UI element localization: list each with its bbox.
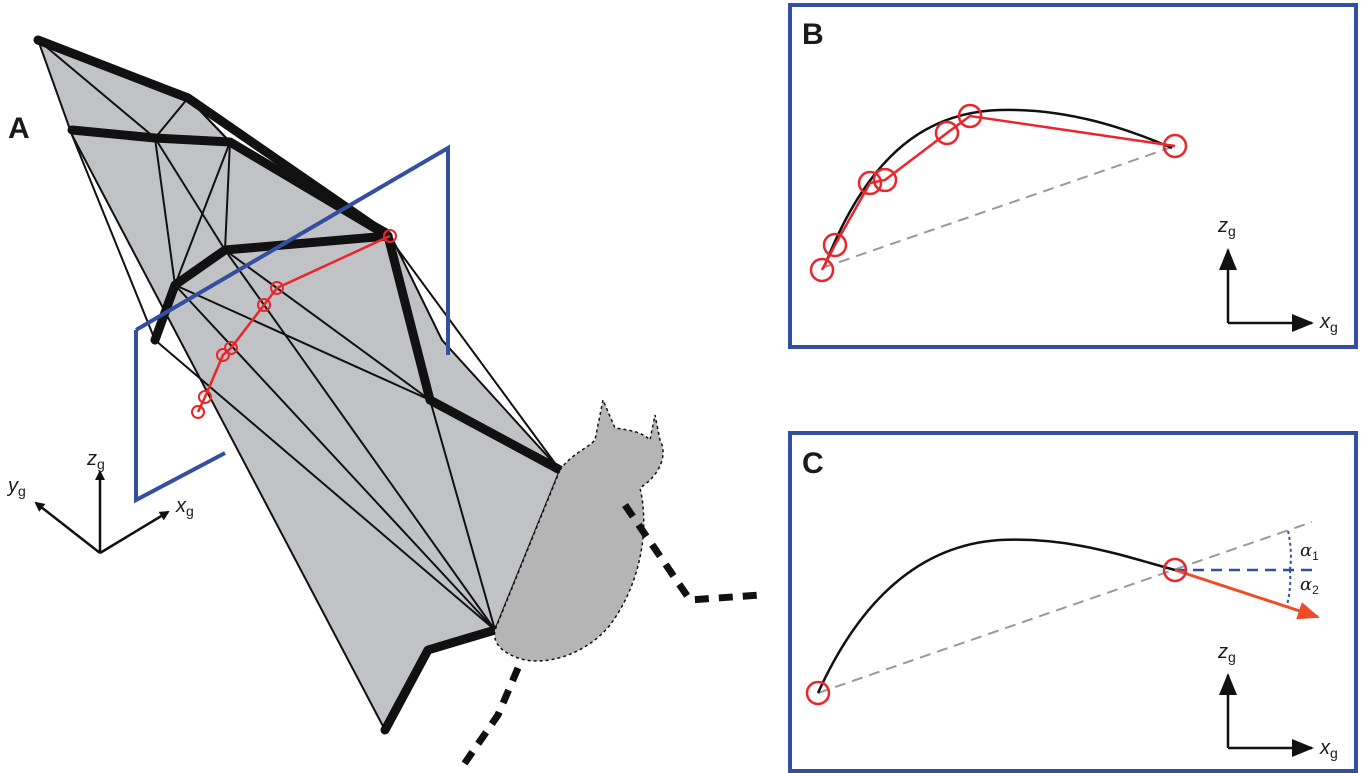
bat-body — [493, 397, 664, 662]
alpha1-arc — [1287, 530, 1292, 571]
alpha1-label: α1 — [1300, 540, 1319, 563]
marker-c-start — [805, 680, 831, 706]
camber-curve-c — [816, 538, 1176, 694]
panel-a-label: A — [8, 112, 30, 145]
panel-a: A — [6, 35, 761, 772]
panel-b-frame — [788, 3, 1358, 349]
z-axis-label-b: zg — [1217, 215, 1236, 239]
axes-a — [34, 470, 170, 555]
marker-c-end — [1162, 557, 1188, 583]
panel-b-label: B — [802, 18, 824, 51]
z-axis-label-a: zg — [86, 448, 105, 472]
section-marker-line — [191, 229, 397, 419]
camber-curve-b — [823, 108, 1173, 266]
marker-line-b — [820, 114, 1176, 271]
chord-line-b — [821, 145, 1176, 269]
axes-c — [1219, 673, 1314, 757]
y-axis-label-a: yg — [6, 475, 26, 499]
chord-line-c — [817, 521, 1313, 694]
panel-c-frame — [788, 431, 1358, 773]
panel-b: B zg xg — [788, 3, 1358, 349]
section-plane-back — [134, 330, 226, 504]
wing-membrane — [36, 38, 562, 733]
bat-legs — [457, 503, 761, 772]
alpha2-label: α2 — [1300, 574, 1319, 597]
z-axis-label-c: zg — [1217, 641, 1236, 665]
markers-b — [809, 103, 1188, 283]
x-axis-label-c: xg — [1319, 737, 1338, 761]
panel-c-label: C — [802, 447, 824, 480]
x-axis-label-b: xg — [1319, 311, 1338, 335]
direction-arrow-c — [1174, 568, 1320, 620]
axes-b — [1219, 248, 1314, 332]
section-plane-front — [134, 144, 450, 355]
x-axis-label-a: xg — [175, 495, 194, 519]
panel-c: C α1 α2 zg xg — [788, 431, 1358, 773]
alpha2-arc — [1286, 569, 1292, 606]
